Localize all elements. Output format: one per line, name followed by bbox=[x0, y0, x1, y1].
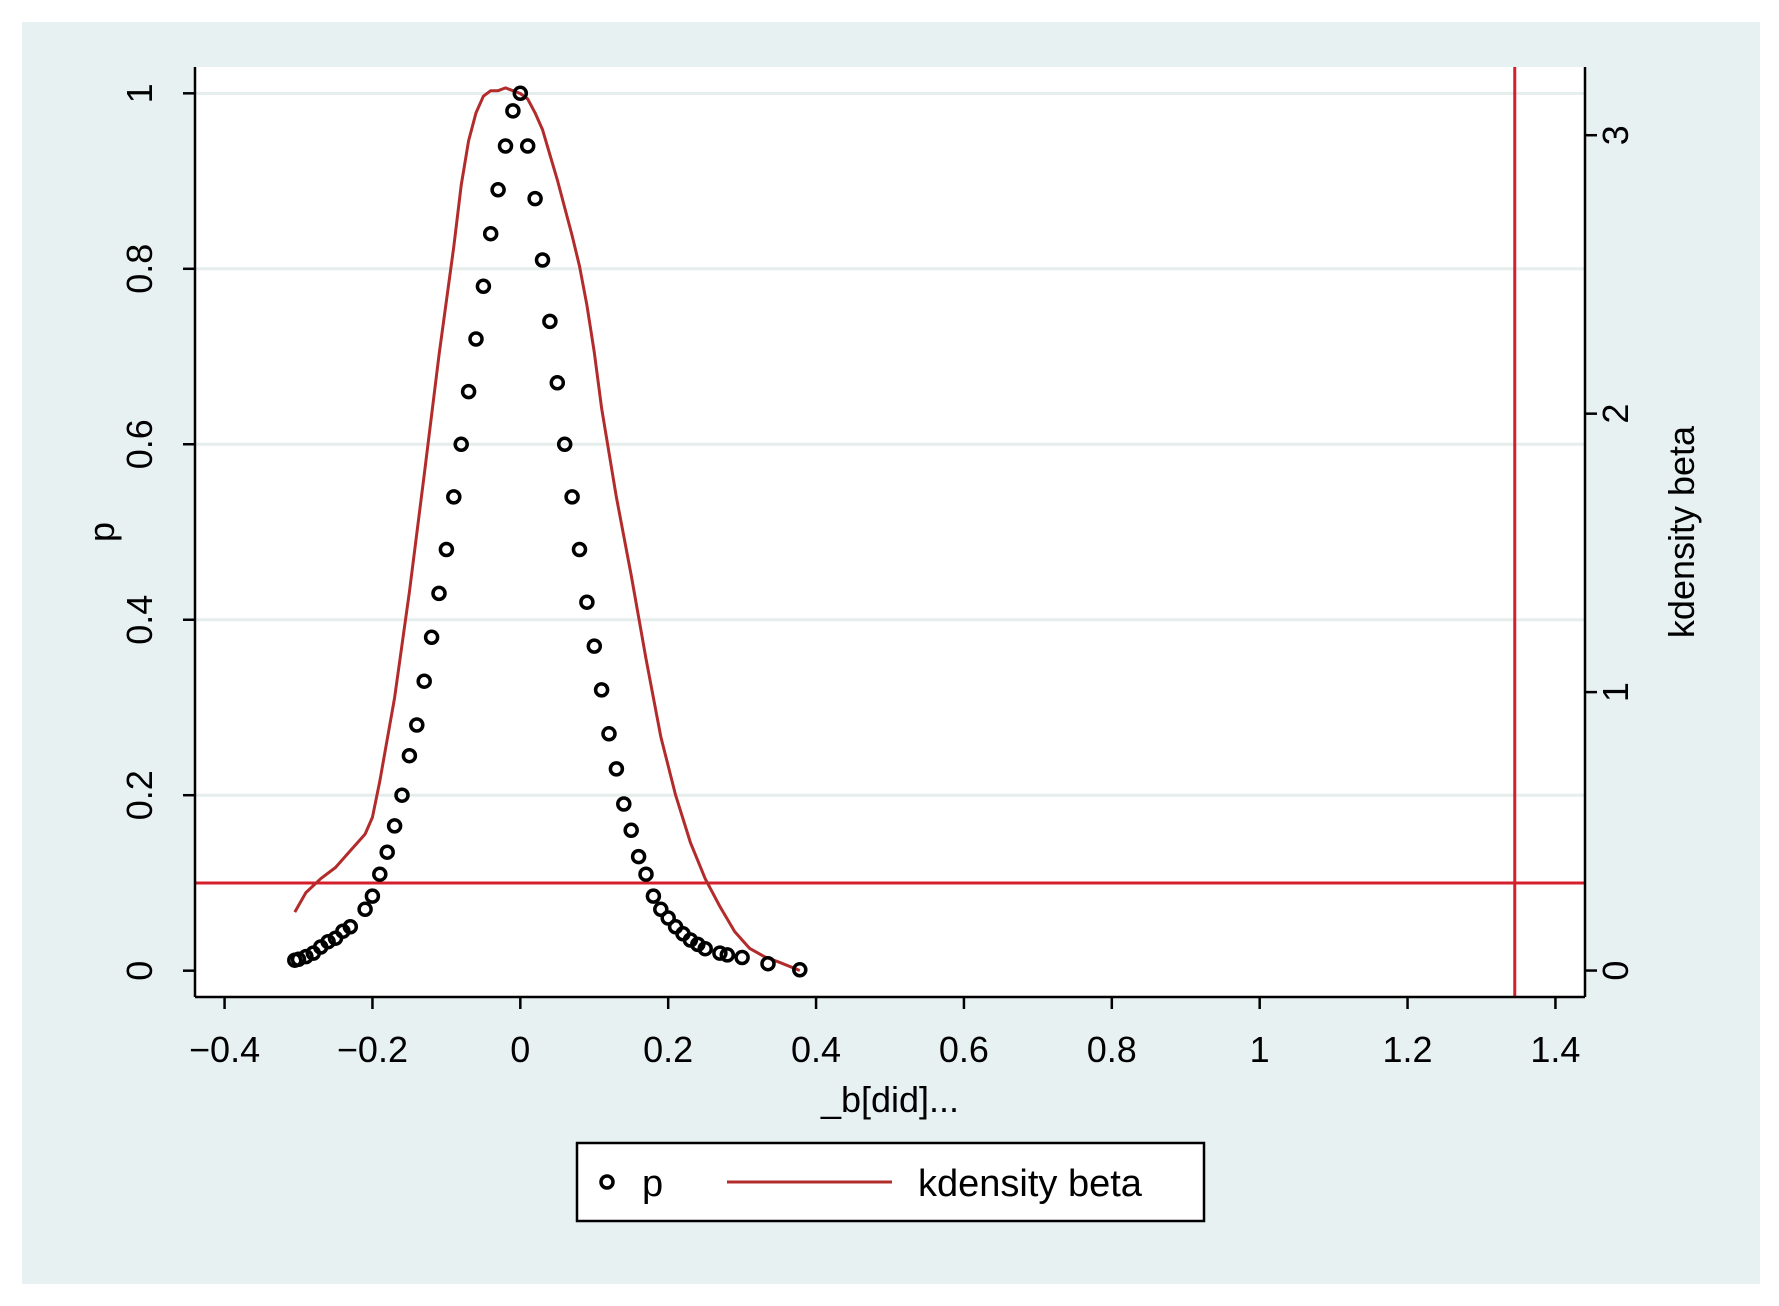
data-point-p bbox=[453, 436, 469, 453]
data-point-p bbox=[712, 945, 728, 961]
data-point-p bbox=[372, 866, 388, 882]
data-point-p bbox=[320, 933, 336, 950]
series-line-kdensity-beta bbox=[293, 86, 801, 972]
data-point-p bbox=[298, 948, 314, 965]
x-tick-label: 0.6 bbox=[939, 1029, 989, 1070]
y-tick-label: 1 bbox=[119, 83, 160, 103]
data-point-p bbox=[719, 947, 736, 963]
data-point-p bbox=[446, 489, 462, 505]
data-point-p bbox=[475, 278, 492, 295]
data-point-p bbox=[556, 436, 573, 453]
y-tick-label: 0.6 bbox=[119, 419, 160, 469]
data-point-p bbox=[394, 787, 410, 803]
reference-lines bbox=[195, 67, 1585, 997]
data-point-p bbox=[364, 888, 381, 904]
data-point-p bbox=[653, 901, 669, 918]
data-point-p bbox=[423, 629, 440, 646]
y-tick-label: 0.4 bbox=[119, 595, 160, 645]
x-tick-label: 1.4 bbox=[1530, 1029, 1580, 1070]
y2-tick-label: 2 bbox=[1595, 404, 1636, 424]
data-point-p bbox=[571, 541, 588, 558]
y-axis-title: p bbox=[81, 522, 122, 542]
data-point-p bbox=[342, 919, 359, 935]
x-tick-label: 1 bbox=[1250, 1029, 1270, 1070]
data-point-p bbox=[792, 962, 808, 978]
data-point-p bbox=[490, 182, 506, 198]
data-point-p bbox=[608, 761, 625, 777]
y-tick-label: 0.2 bbox=[119, 770, 160, 820]
data-point-p bbox=[401, 747, 418, 764]
data-point-p bbox=[623, 822, 639, 839]
y2-tick-label: 1 bbox=[1595, 682, 1636, 702]
data-point-p bbox=[460, 383, 477, 400]
data-point-p bbox=[379, 844, 395, 860]
x-tick-label: 0.8 bbox=[1087, 1029, 1137, 1070]
data-point-p bbox=[290, 951, 307, 968]
data-point-p bbox=[630, 848, 647, 865]
data-point-p bbox=[660, 910, 676, 926]
y2-tick-label: 0 bbox=[1595, 961, 1636, 981]
x-tick-label: −0.4 bbox=[189, 1029, 260, 1070]
data-point-p bbox=[512, 85, 529, 102]
data-point-p bbox=[505, 103, 521, 119]
data-point-p bbox=[697, 940, 713, 957]
x-tick-label: 0.4 bbox=[791, 1029, 841, 1070]
plot-area bbox=[195, 67, 1585, 997]
data-point-p bbox=[519, 138, 536, 154]
legend: p kdensity beta bbox=[575, 1141, 1206, 1223]
gridlines bbox=[195, 91, 1585, 797]
x-tick-label: 0.2 bbox=[643, 1029, 693, 1070]
data-point-p bbox=[482, 225, 499, 242]
data-point-p bbox=[497, 138, 514, 154]
axes bbox=[193, 67, 1587, 999]
data-point-p bbox=[760, 955, 776, 972]
legend-label-kdensity-beta: kdensity beta bbox=[918, 1163, 1143, 1205]
data-point-p bbox=[593, 682, 610, 698]
y-tick-label: 0 bbox=[119, 961, 160, 981]
x-tick-label: 1.2 bbox=[1383, 1029, 1433, 1070]
data-point-p bbox=[586, 638, 603, 654]
data-point-p bbox=[416, 673, 432, 689]
data-point-p bbox=[616, 796, 632, 812]
data-point-p bbox=[601, 726, 617, 742]
data-point-p bbox=[527, 190, 543, 207]
data-point-p bbox=[431, 585, 447, 602]
x-tick-label: 0 bbox=[510, 1029, 530, 1070]
data-point-p bbox=[645, 888, 662, 904]
x-tick-label: −0.2 bbox=[337, 1029, 408, 1070]
legend-marker-p bbox=[599, 1174, 615, 1190]
legend-label-p: p bbox=[642, 1163, 663, 1205]
data-point-p bbox=[549, 375, 566, 391]
data-point-p bbox=[542, 313, 558, 330]
data-point-p bbox=[734, 949, 750, 966]
ticks: 0 0.2 0.4 0.6 0.8 1 0 1 2 3 −0.4 −0.2 0 0.2 0.4 0.6 0.8 1… bbox=[119, 83, 1636, 1070]
y2-axis-title: kdensity beta bbox=[1661, 425, 1702, 638]
y-tick-label: 0.8 bbox=[119, 244, 160, 294]
data-point-p bbox=[386, 818, 403, 834]
data-point-p bbox=[564, 489, 580, 505]
data-point-p bbox=[534, 252, 551, 268]
data-point-p bbox=[409, 717, 425, 733]
data-point-p bbox=[438, 541, 455, 558]
data-point-p bbox=[579, 594, 595, 610]
data-point-p bbox=[638, 866, 654, 882]
x-axis-title: _b[did]... bbox=[820, 1079, 959, 1120]
series-layer bbox=[287, 85, 808, 978]
data-point-p bbox=[468, 331, 484, 347]
y2-tick-label: 3 bbox=[1595, 125, 1636, 145]
data-point-p bbox=[357, 901, 373, 918]
